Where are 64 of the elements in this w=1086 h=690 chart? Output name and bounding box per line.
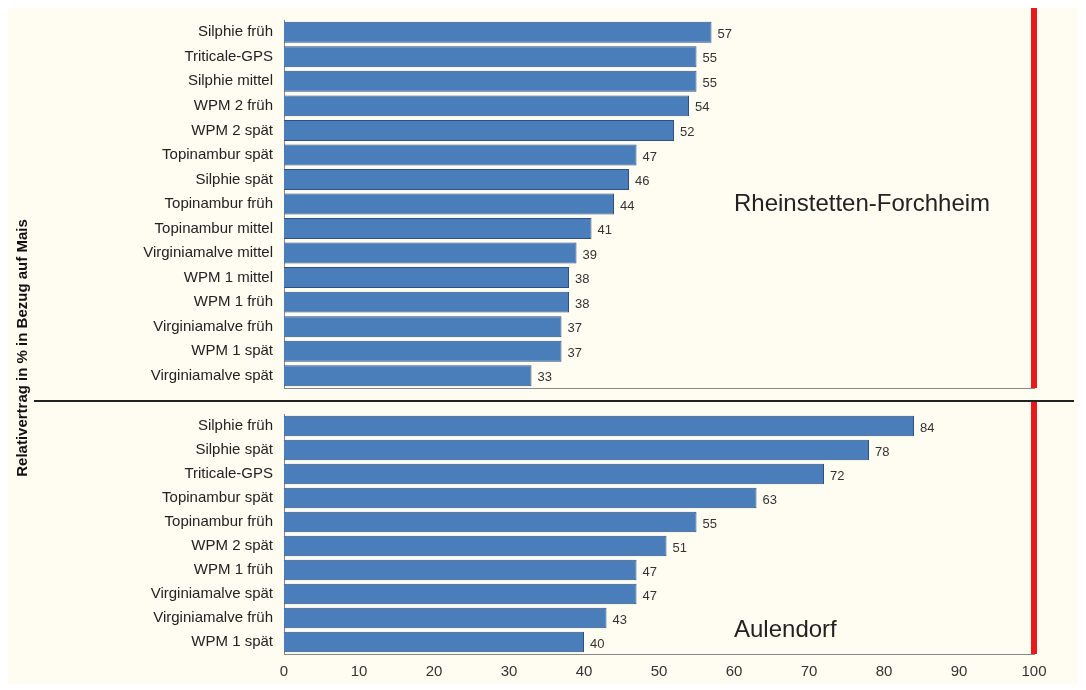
y-tick-label: Topinambur spät bbox=[162, 488, 274, 506]
y-tick-label: Silphie mittel bbox=[187, 71, 273, 89]
x-tick-label: 40 bbox=[575, 662, 593, 680]
y-tick-label: Virginiamalve spät bbox=[150, 365, 274, 383]
y-tick-label: Silphie spät bbox=[195, 440, 274, 458]
data-label: 51 bbox=[672, 539, 687, 555]
y-tick-label: WPM 1 mittel bbox=[183, 267, 273, 285]
annotation: Rheinstetten-Forchheim bbox=[734, 188, 991, 216]
data-label: 57 bbox=[717, 25, 732, 41]
x-tick-label: 80 bbox=[875, 662, 893, 680]
annotation: Aulendorf bbox=[734, 614, 838, 642]
y-tick-label: WPM 1 früh bbox=[193, 560, 273, 578]
y-tick-label: Topinambur spät bbox=[162, 145, 274, 163]
data-label: 54 bbox=[695, 99, 710, 115]
data-label: 47 bbox=[642, 587, 657, 603]
data-label: 43 bbox=[612, 611, 627, 627]
x-tick-label: 60 bbox=[725, 662, 743, 680]
x-tick-label: 30 bbox=[500, 662, 518, 680]
data-label: 47 bbox=[642, 563, 657, 579]
y-tick-label: Topinambur früh bbox=[164, 512, 273, 530]
data-label: 55 bbox=[702, 515, 717, 531]
y-tick-label: Silphie früh bbox=[197, 416, 273, 434]
y-tick-label: WPM 1 spät bbox=[191, 632, 274, 650]
data-label: 39 bbox=[582, 246, 597, 262]
y-tick-label: Triticale-GPS bbox=[184, 46, 273, 64]
y-axis-title: Relativertrag in % in Bezug auf Mais bbox=[12, 219, 30, 477]
data-label: 44 bbox=[620, 197, 635, 213]
x-tick-label: 20 bbox=[425, 662, 443, 680]
data-label: 38 bbox=[575, 271, 590, 287]
x-tick-label: 0 bbox=[279, 662, 289, 680]
data-label: 41 bbox=[597, 222, 612, 238]
x-tick-label: 90 bbox=[950, 662, 968, 680]
y-tick-label: Silphie früh bbox=[197, 22, 273, 40]
y-tick-label: Virginiamalve früh bbox=[153, 316, 273, 334]
data-label: 55 bbox=[702, 50, 717, 66]
y-tick-label: WPM 2 spät bbox=[191, 120, 274, 138]
data-label: 37 bbox=[567, 320, 582, 336]
data-label: 40 bbox=[590, 635, 605, 651]
x-tick-label: 10 bbox=[350, 662, 368, 680]
data-label: 78 bbox=[875, 443, 890, 459]
data-label: 55 bbox=[702, 74, 717, 90]
y-tick-label: WPM 1 früh bbox=[193, 292, 273, 310]
x-tick-label: 50 bbox=[650, 662, 668, 680]
y-tick-label: WPM 1 spät bbox=[191, 341, 274, 359]
data-label: 37 bbox=[567, 344, 582, 360]
data-label: 72 bbox=[830, 467, 845, 483]
data-label: 47 bbox=[642, 148, 657, 164]
y-tick-label: WPM 2 spät bbox=[191, 536, 274, 554]
x-tick-label: 100 bbox=[1021, 662, 1047, 680]
y-tick-label: Topinambur mittel bbox=[154, 218, 273, 236]
y-tick-label: WPM 2 früh bbox=[193, 96, 273, 114]
y-tick-label: Triticale-GPS bbox=[184, 464, 273, 482]
data-label: 84 bbox=[920, 419, 935, 435]
data-label: 38 bbox=[575, 295, 590, 311]
data-label: 63 bbox=[762, 491, 777, 507]
data-label: 33 bbox=[537, 369, 552, 385]
y-tick-label: Virginiamalve mittel bbox=[143, 243, 273, 261]
x-tick-label: 70 bbox=[800, 662, 818, 680]
y-tick-label: Virginiamalve spät bbox=[150, 584, 274, 602]
y-tick-label: Silphie spät bbox=[195, 169, 274, 187]
data-label: 52 bbox=[680, 123, 695, 139]
y-tick-label: Topinambur früh bbox=[164, 194, 273, 212]
y-tick-label: Virginiamalve früh bbox=[153, 608, 273, 626]
data-label: 46 bbox=[635, 173, 650, 189]
